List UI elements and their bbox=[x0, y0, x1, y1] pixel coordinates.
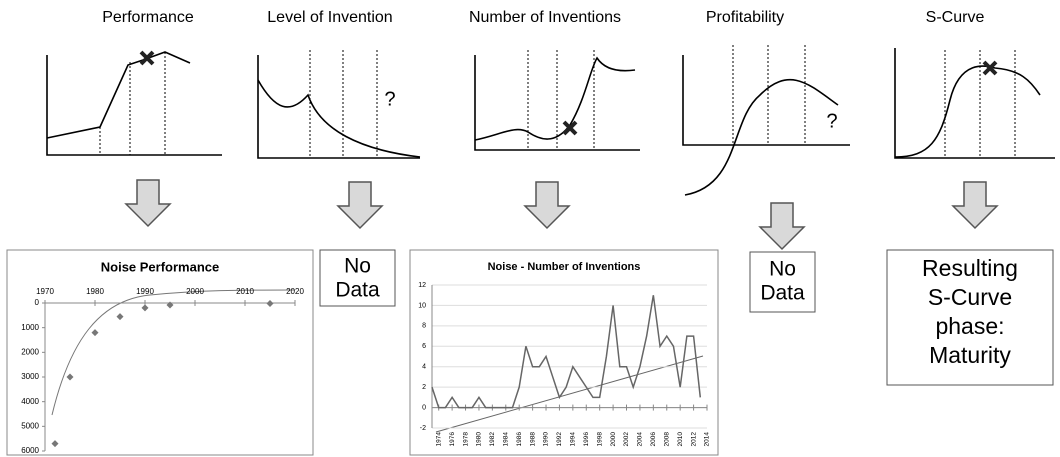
chart-frame bbox=[409, 249, 719, 456]
x-tick-label: 1976 bbox=[449, 432, 456, 447]
x-tick-label: 1996 bbox=[583, 432, 590, 447]
sketch-number bbox=[474, 50, 640, 151]
x-tick-label: 2010 bbox=[236, 287, 254, 296]
heading: S-Curve bbox=[926, 9, 985, 26]
y-tick-label: 2 bbox=[422, 384, 426, 391]
chart-title: Noise - Number of Inventions bbox=[488, 261, 641, 273]
x-tick-label: 1990 bbox=[136, 287, 154, 296]
question-mark: ? bbox=[826, 110, 837, 132]
y-tick-label: 4 bbox=[422, 364, 426, 371]
question-mark: ? bbox=[384, 88, 395, 110]
box-text: S-Curve bbox=[928, 284, 1012, 310]
x-tick-label: 1988 bbox=[529, 432, 536, 447]
box-text: Data bbox=[760, 282, 805, 305]
sketch-s-curve bbox=[894, 48, 1055, 159]
point bbox=[91, 329, 99, 337]
box-text: No bbox=[769, 258, 796, 281]
x-tick-label: 2020 bbox=[286, 287, 304, 296]
box-text: phase: bbox=[935, 313, 1004, 339]
box-text: Resulting bbox=[922, 255, 1018, 281]
sketch-level bbox=[257, 50, 421, 159]
y-tick-label: 10 bbox=[418, 302, 426, 309]
sketch-performance bbox=[46, 50, 222, 156]
point bbox=[66, 373, 74, 381]
y-tick-label: 8 bbox=[422, 323, 426, 330]
x-tick-label: 2006 bbox=[650, 432, 657, 447]
y-tick-label: 6000 bbox=[21, 446, 39, 455]
x-tick-label: 1980 bbox=[86, 287, 104, 296]
y-tick-label: 3000 bbox=[21, 372, 39, 381]
trend-curve bbox=[51, 289, 296, 416]
y-tick-label: 4000 bbox=[21, 397, 39, 406]
x-tick-label: 2010 bbox=[677, 432, 684, 447]
point bbox=[116, 313, 124, 321]
x-tick-label: 1994 bbox=[570, 432, 577, 447]
chart-frame bbox=[6, 249, 314, 456]
arrow bbox=[523, 181, 571, 230]
x-tick-label: 1992 bbox=[556, 432, 563, 447]
x-tick-label: 2008 bbox=[663, 432, 670, 447]
y-tick-label: 1000 bbox=[21, 323, 39, 332]
x-tick-label: 1990 bbox=[543, 432, 550, 447]
x-tick-label: 1970 bbox=[36, 287, 54, 296]
heading: Number of Inventions bbox=[469, 9, 621, 26]
box bbox=[886, 249, 1054, 386]
x-tick-label: 1974 bbox=[435, 432, 442, 447]
y-tick-label: 2000 bbox=[21, 347, 39, 356]
point bbox=[51, 440, 59, 448]
box-text: Data bbox=[335, 279, 380, 302]
chart-title: Noise Performance bbox=[101, 259, 220, 274]
x-tick-label: 1984 bbox=[502, 432, 509, 447]
y-tick-label: 6 bbox=[422, 343, 426, 350]
x-tick-label: 1978 bbox=[462, 432, 469, 447]
box bbox=[749, 251, 816, 313]
x-tick-label: 2000 bbox=[610, 432, 617, 447]
trend-line bbox=[435, 355, 704, 433]
arrow bbox=[758, 202, 806, 251]
x-tick-label: 1982 bbox=[489, 432, 496, 447]
x-tick-label: 2014 bbox=[704, 432, 711, 447]
sketch-profitability bbox=[682, 45, 850, 196]
x-tick-label: 2012 bbox=[690, 432, 697, 447]
x-tick-label: 1980 bbox=[476, 432, 483, 447]
y-tick-label: 0 bbox=[422, 404, 426, 411]
x-tick-label: 1986 bbox=[516, 432, 523, 447]
x-tick-label: 2002 bbox=[623, 432, 630, 447]
arrow bbox=[336, 181, 384, 230]
box bbox=[319, 249, 396, 307]
y-tick-label: -2 bbox=[420, 425, 426, 432]
box-text: Maturity bbox=[929, 342, 1011, 368]
box-text: No bbox=[344, 255, 371, 278]
point bbox=[266, 299, 274, 307]
x-tick-label: 2000 bbox=[186, 287, 204, 296]
arrow bbox=[124, 179, 172, 228]
x-tick-label: 1998 bbox=[596, 432, 603, 447]
point bbox=[141, 304, 149, 312]
x-tick-label: 2004 bbox=[637, 432, 644, 447]
heading: Performance bbox=[102, 9, 194, 26]
heading: Profitability bbox=[706, 9, 784, 26]
arrow bbox=[951, 181, 999, 230]
y-tick-label: 0 bbox=[35, 298, 40, 307]
data-line bbox=[431, 295, 702, 409]
y-tick-label: 12 bbox=[418, 282, 426, 289]
point bbox=[166, 301, 174, 309]
heading: Level of Invention bbox=[267, 9, 392, 26]
y-tick-label: 5000 bbox=[21, 421, 39, 430]
